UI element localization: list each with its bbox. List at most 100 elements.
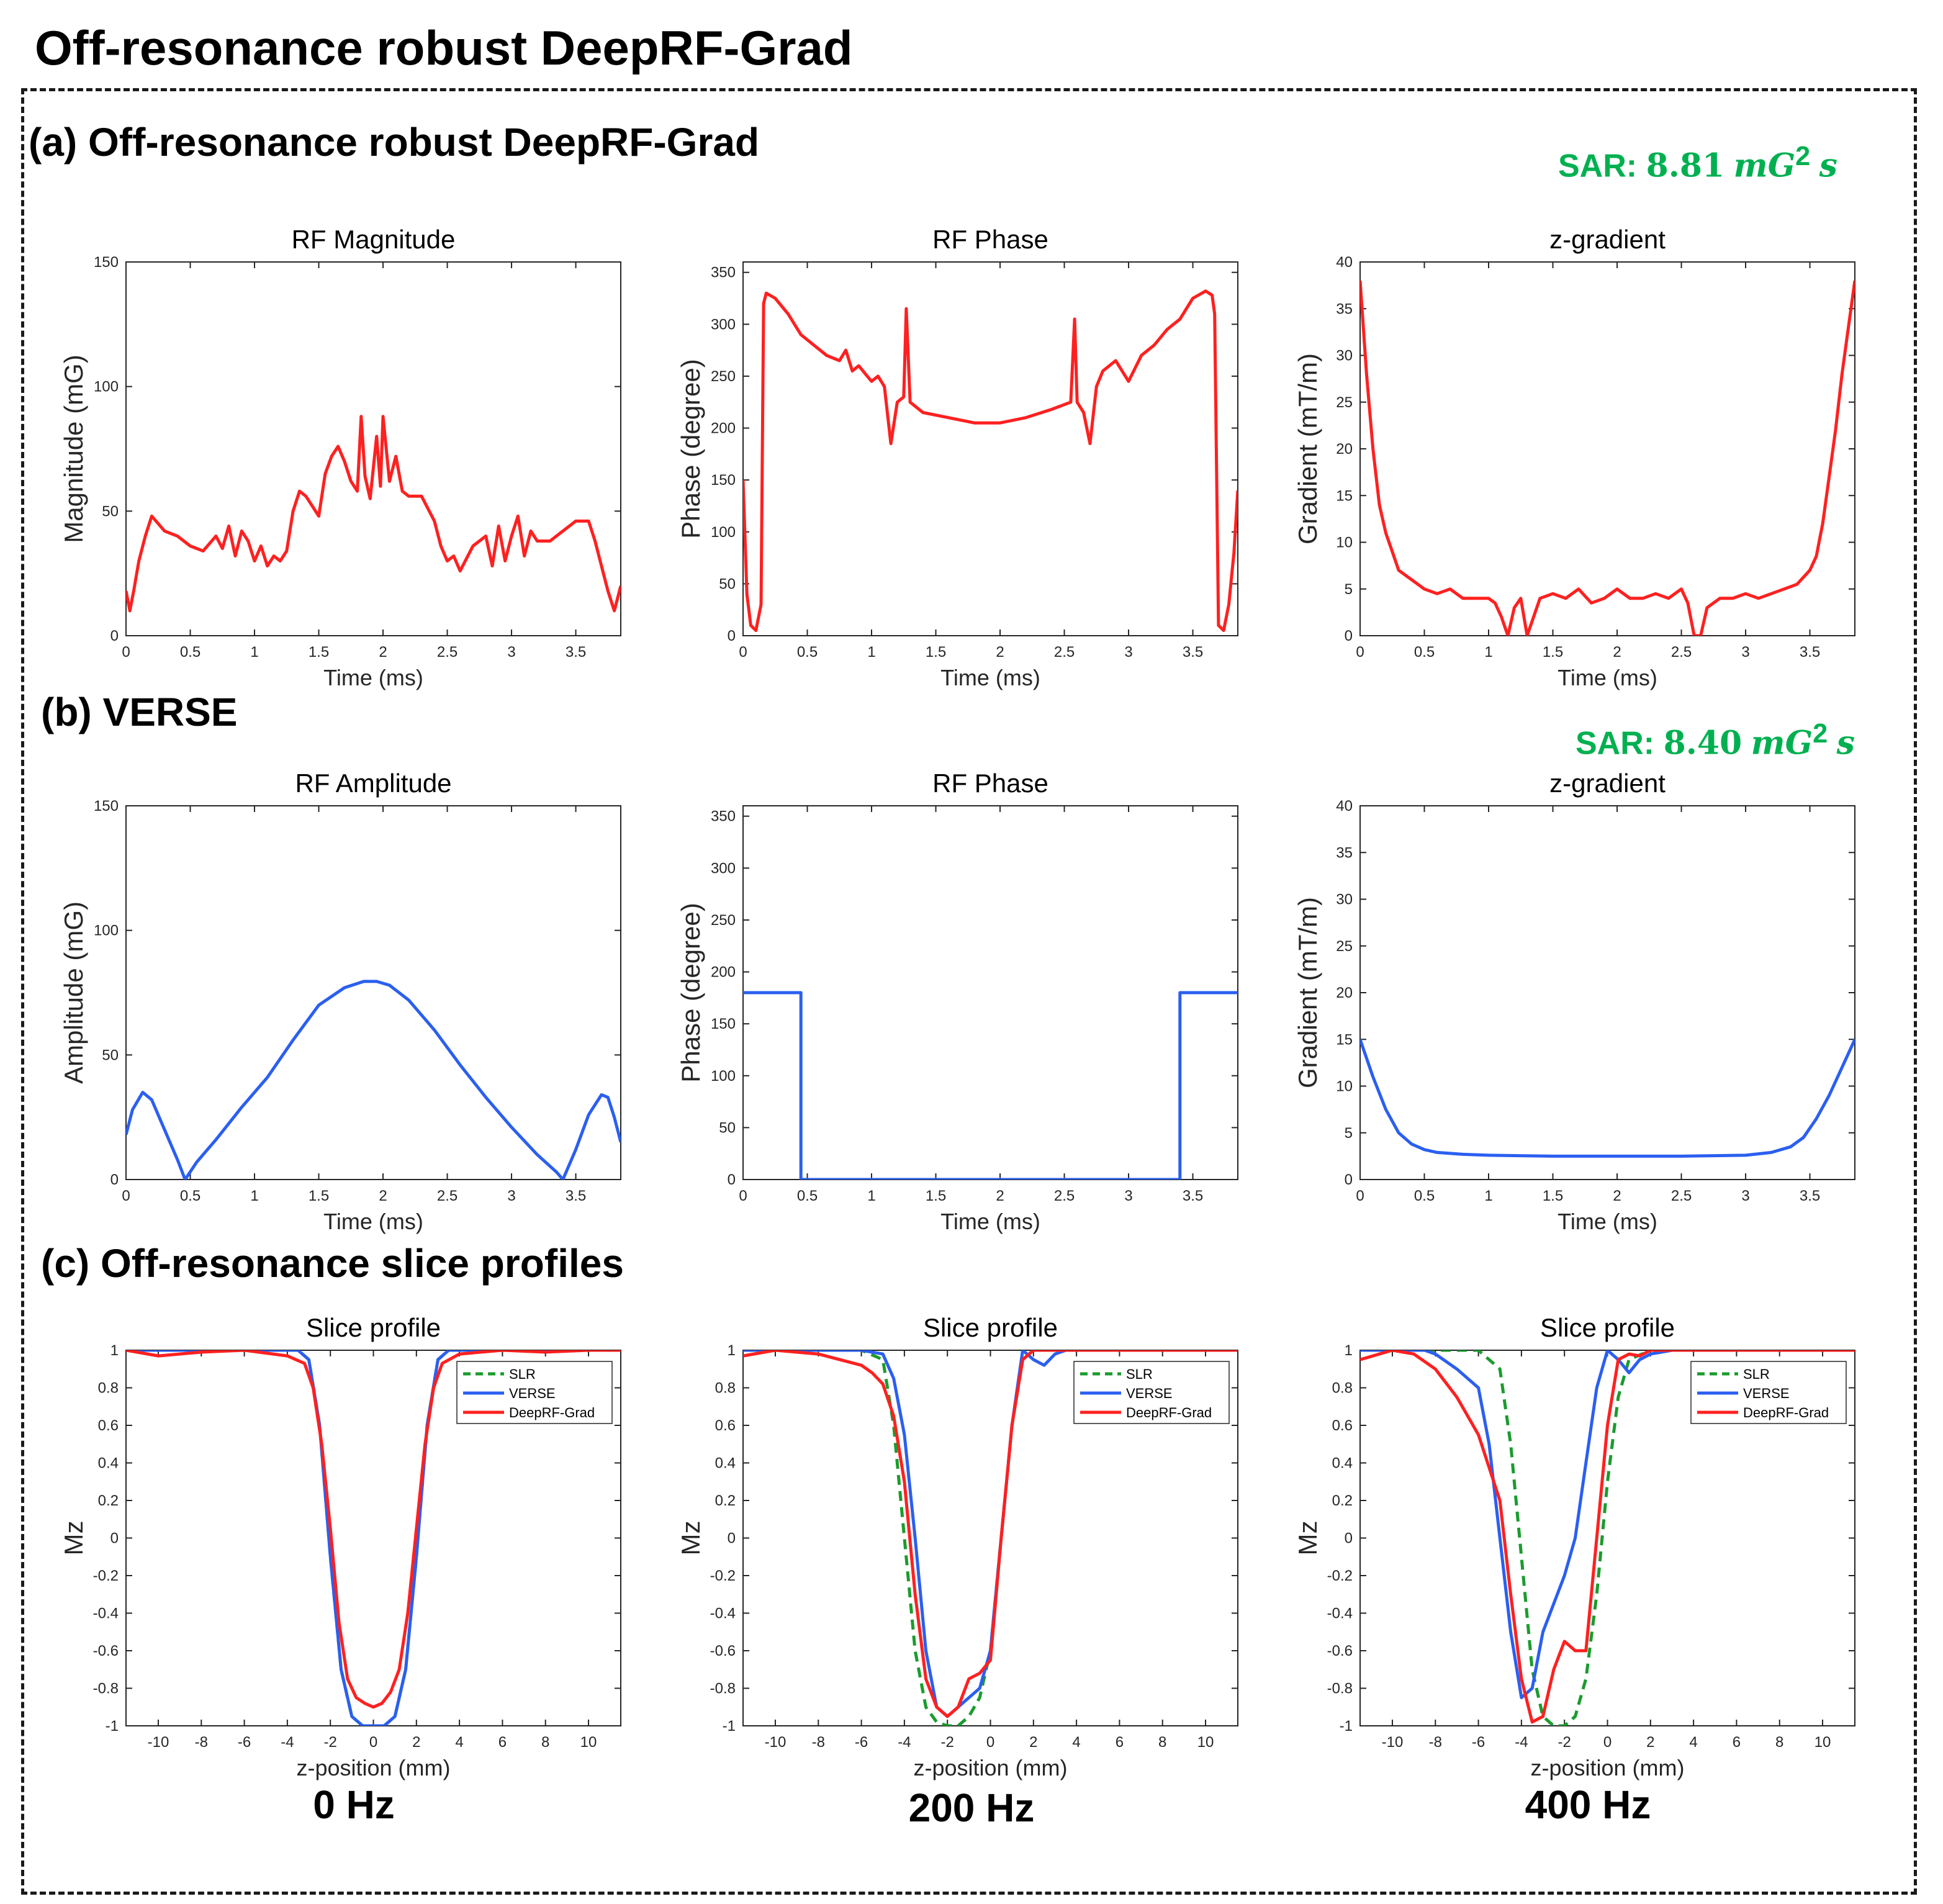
y-axis-label: Phase (degree) bbox=[676, 359, 705, 539]
chart-title: RF Magnitude bbox=[292, 225, 456, 254]
chart-title: RF Phase bbox=[932, 225, 1048, 254]
y-tick-label: 150 bbox=[711, 472, 736, 489]
y-tick-label: 0.4 bbox=[715, 1455, 736, 1472]
x-tick-label: 2 bbox=[1646, 1734, 1654, 1751]
y-axis-label: Gradient (mT/m) bbox=[1293, 897, 1322, 1088]
x-tick-label: 0 bbox=[739, 1188, 747, 1204]
x-tick-label: 1 bbox=[1484, 1188, 1492, 1204]
x-tick-label: -8 bbox=[195, 1734, 208, 1751]
x-tick-label: 6 bbox=[1116, 1734, 1124, 1751]
chart-title: RF Amplitude bbox=[295, 769, 451, 798]
y-tick-label: 15 bbox=[1336, 1031, 1353, 1048]
x-tick-label: -2 bbox=[1558, 1734, 1571, 1751]
legend-label: SLR bbox=[1126, 1366, 1153, 1382]
y-tick-label: 200 bbox=[711, 964, 736, 981]
y-tick-label: 100 bbox=[711, 524, 736, 541]
plot-area bbox=[1359, 261, 1855, 636]
plot-area bbox=[1359, 805, 1855, 1180]
chart-b3: 0 0.5 1 1.5 2 2.5 3 3.5 0 5 10 15 20 25 30 35 40 z-gradie… bbox=[1293, 769, 1855, 1234]
y-tick-label: -1 bbox=[1340, 1718, 1353, 1735]
chart-c3: -10 -8 -6 -4 -2 0 2 4 6 8 10 -1 -0.8 -0.6 -0.4 -0.2 0 0.2… bbox=[1293, 1313, 1855, 1780]
x-axis-label: Time (ms) bbox=[323, 1209, 423, 1234]
y-tick-label: -0.4 bbox=[1327, 1605, 1353, 1622]
chart-b2: 0 0.5 1 1.5 2 2.5 3 3.5 0 50 100 150 200 250 300 350 RF … bbox=[676, 769, 1238, 1234]
y-tick-label: 0 bbox=[1345, 1530, 1353, 1547]
y-tick-label: 1 bbox=[110, 1342, 119, 1359]
y-tick-label: 300 bbox=[711, 860, 736, 877]
x-tick-label: -8 bbox=[1429, 1734, 1442, 1751]
x-tick-label: 1 bbox=[867, 644, 875, 661]
y-tick-label: 10 bbox=[1336, 535, 1353, 551]
x-axis-label: Time (ms) bbox=[1558, 665, 1657, 690]
y-tick-label: 25 bbox=[1336, 394, 1353, 411]
x-tick-label: 0 bbox=[1356, 1188, 1364, 1204]
freq-label-2: 400 Hz bbox=[1525, 1782, 1651, 1827]
y-tick-label: 150 bbox=[94, 798, 119, 814]
legend-label: SLR bbox=[1743, 1366, 1770, 1382]
x-tick-label: 1 bbox=[867, 1188, 875, 1204]
y-tick-label: -1 bbox=[106, 1718, 119, 1735]
x-tick-label: 4 bbox=[455, 1734, 463, 1751]
x-tick-label: 1.5 bbox=[1543, 644, 1563, 661]
y-tick-label: 150 bbox=[94, 254, 119, 271]
section-a-title: (a) Off-resonance robust DeepRF-Grad bbox=[29, 120, 760, 165]
series-line-0 bbox=[1360, 1039, 1855, 1158]
y-tick-label: 250 bbox=[711, 368, 736, 385]
y-tick-label: 300 bbox=[711, 316, 736, 333]
series-line-0 bbox=[1360, 280, 1855, 636]
x-tick-label: 3.5 bbox=[1800, 644, 1820, 661]
legend-label: VERSE bbox=[509, 1386, 556, 1401]
y-tick-label: 40 bbox=[1336, 254, 1353, 271]
y-tick-label: 1 bbox=[728, 1342, 736, 1359]
y-tick-label: 100 bbox=[94, 379, 119, 395]
chart-title: z-gradient bbox=[1549, 225, 1666, 254]
sar-a-label: SAR: bbox=[1558, 148, 1638, 184]
x-tick-label: 6 bbox=[1733, 1734, 1741, 1751]
x-tick-label: 3.5 bbox=[1800, 1188, 1820, 1204]
chart-b1: 0 0.5 1 1.5 2 2.5 3 3.5 0 50 100 150 RF Amplitude Tim… bbox=[59, 769, 621, 1234]
y-tick-label: 0 bbox=[110, 1530, 119, 1547]
y-tick-label: 0 bbox=[728, 628, 736, 644]
y-tick-label: 30 bbox=[1336, 348, 1353, 364]
x-tick-label: 0 bbox=[739, 644, 747, 661]
sar-b-unit: mG bbox=[1751, 724, 1813, 762]
y-tick-label: -0.6 bbox=[710, 1643, 736, 1659]
series-line-deeprf-grad bbox=[1360, 1350, 1855, 1724]
x-axis-label: z-position (mm) bbox=[296, 1755, 450, 1780]
sar-a-value: 8.81 bbox=[1646, 147, 1725, 185]
sar-b: SAR: 8.40 mG2 s bbox=[1576, 719, 1855, 762]
x-tick-label: 3 bbox=[507, 1188, 515, 1204]
x-tick-label: 4 bbox=[1072, 1734, 1080, 1751]
y-tick-label: 50 bbox=[719, 1119, 736, 1136]
x-tick-label: 2.5 bbox=[437, 644, 458, 661]
x-tick-label: 1.5 bbox=[926, 1188, 946, 1204]
x-tick-label: -4 bbox=[281, 1734, 294, 1751]
plot-area bbox=[742, 805, 1238, 1180]
y-tick-label: 50 bbox=[719, 575, 736, 592]
x-tick-label: 3 bbox=[1124, 644, 1132, 661]
x-tick-label: -6 bbox=[855, 1734, 868, 1751]
y-tick-label: 0.2 bbox=[715, 1492, 736, 1509]
x-tick-label: -6 bbox=[238, 1734, 251, 1751]
section-b-title: (b) VERSE bbox=[41, 690, 238, 734]
series-group bbox=[126, 1350, 621, 1726]
x-tick-label: -4 bbox=[898, 1734, 911, 1751]
x-tick-label: 3 bbox=[507, 644, 515, 661]
x-tick-label: 0 bbox=[1356, 644, 1364, 661]
x-tick-label: 4 bbox=[1689, 1734, 1697, 1751]
x-tick-label: 2 bbox=[996, 644, 1004, 661]
x-tick-label: 10 bbox=[580, 1734, 597, 1751]
series-line-0 bbox=[743, 991, 1238, 1180]
y-tick-label: 0.8 bbox=[1332, 1380, 1353, 1397]
x-tick-label: 3.5 bbox=[566, 644, 586, 661]
x-tick-label: 1.5 bbox=[1543, 1188, 1563, 1204]
y-tick-label: 10 bbox=[1336, 1078, 1353, 1095]
x-tick-label: 2 bbox=[996, 1188, 1004, 1204]
legend-label: VERSE bbox=[1126, 1386, 1173, 1401]
x-tick-label: 2 bbox=[379, 644, 387, 661]
x-tick-label: 8 bbox=[541, 1734, 549, 1751]
y-tick-label: 100 bbox=[94, 923, 119, 939]
series-group bbox=[126, 980, 621, 1180]
x-tick-label: -10 bbox=[1382, 1734, 1404, 1751]
